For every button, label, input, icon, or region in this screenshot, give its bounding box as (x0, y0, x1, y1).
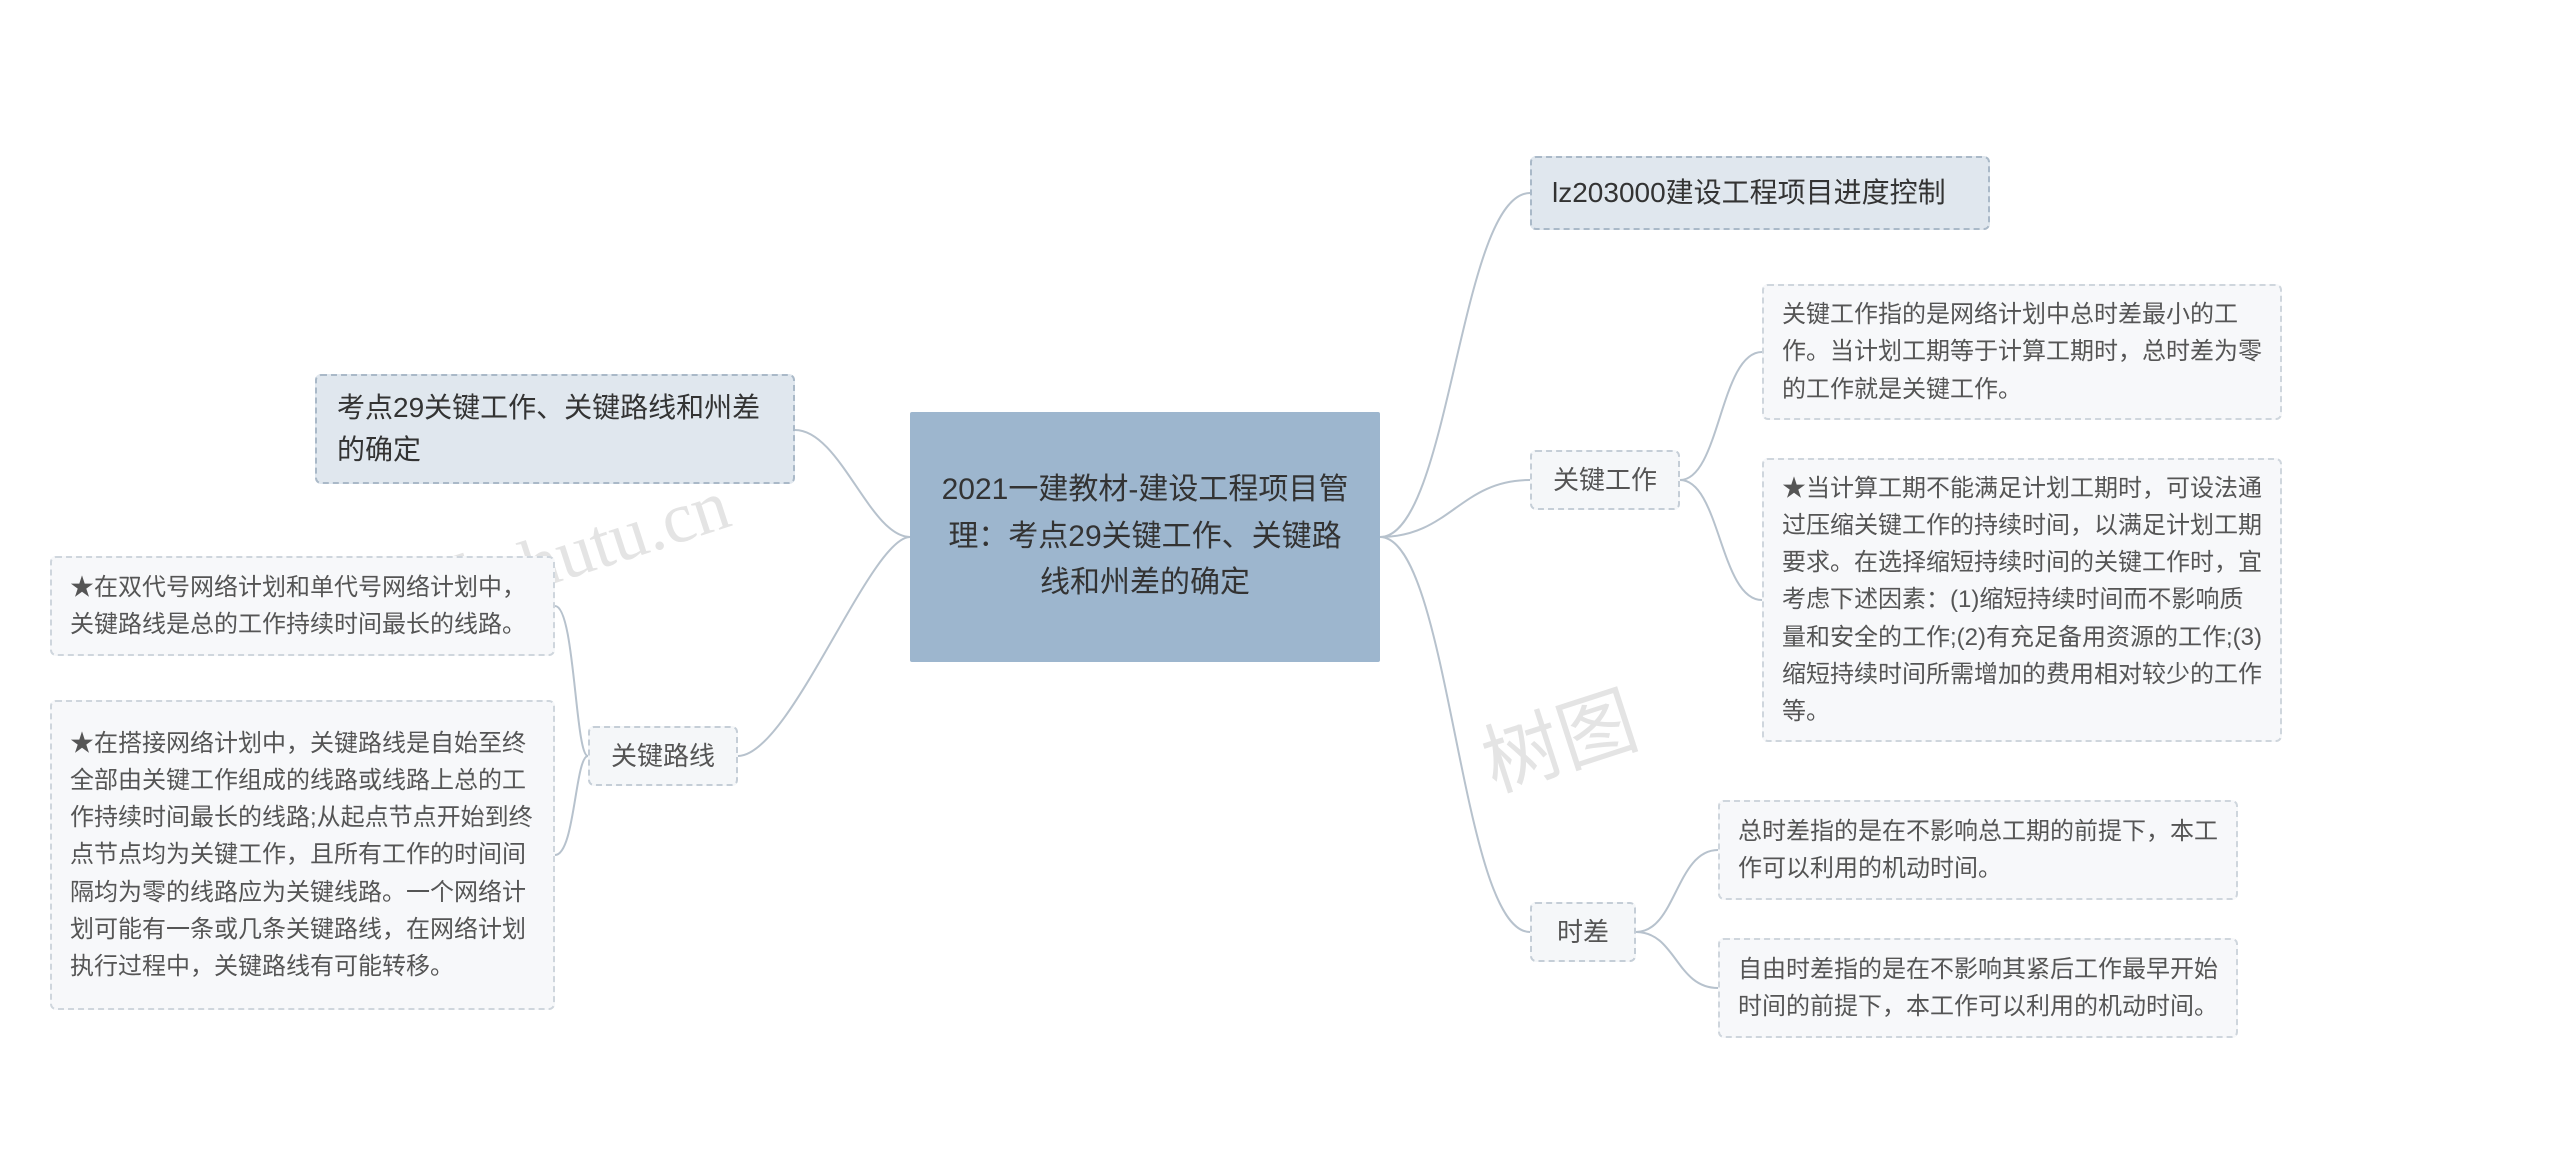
center-node: 2021一建教材-建设工程项目管理：考点29关键工作、关键路线和州差的确定 (910, 412, 1380, 662)
right-bot-label: 时差 (1530, 902, 1636, 962)
right-mid-label: 关键工作 (1530, 450, 1680, 510)
right-bot-leaf-1: 总时差指的是在不影响总工期的前提下，本工作可以利用的机动时间。 (1718, 800, 2238, 900)
right-top: lz203000建设工程项目进度控制 (1530, 156, 1990, 230)
left-branch-label: 关键路线 (588, 726, 738, 786)
left-leaf-2: ★在搭接网络计划中，关键路线是自始至终全部由关键工作组成的线路或线路上总的工作持… (50, 700, 555, 1010)
right-mid-leaf-2: ★当计算工期不能满足计划工期时，可设法通过压缩关键工作的持续时间，以满足计划工期… (1762, 458, 2282, 742)
right-bot-leaf-2: 自由时差指的是在不影响其紧后工作最早开始时间的前提下，本工作可以利用的机动时间。 (1718, 938, 2238, 1038)
right-mid-leaf-1: 关键工作指的是网络计划中总时差最小的工作。当计划工期等于计算工期时，总时差为零的… (1762, 284, 2282, 420)
watermark-3: 树图 (1467, 659, 1650, 814)
left-leaf-1: ★在双代号网络计划和单代号网络计划中，关键路线是总的工作持续时间最长的线路。 (50, 556, 555, 656)
left-title: 考点29关键工作、关键路线和州差的确定 (315, 374, 795, 484)
